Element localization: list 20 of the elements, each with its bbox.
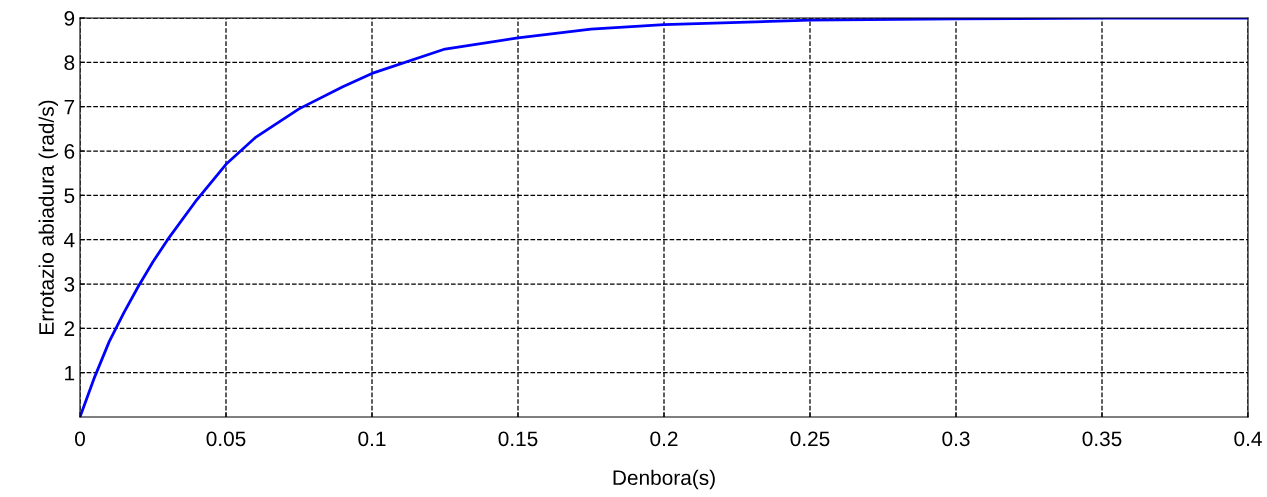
x-tick-label: 0.1 [358,431,386,447]
y-tick-label: 6 [64,144,75,159]
y-tick-label: 1 [65,365,75,381]
x-tick-label: 0.2 [650,431,678,447]
x-tick-label: 0.35 [1082,431,1122,447]
y-tick-label: 7 [64,99,75,115]
x-tick-label: 0.3 [942,431,970,447]
y-tick-label: 8 [64,55,75,71]
y-tick-label: 5 [64,188,75,204]
x-tick-label: 0.05 [206,431,246,447]
x-tick-label: 0.4 [1234,431,1262,447]
y-tick-label: 3 [64,277,75,292]
y-tick-label: 9 [64,11,75,26]
y-tick-label: 2 [64,321,75,336]
x-tick-label: 0 [75,431,85,447]
y-axis-title: Errotazio abiadura (rad/s) [38,100,58,334]
x-tick-label: 0.25 [790,431,830,447]
y-tick-label: 4 [64,232,75,248]
x-tick-label: 0.15 [498,431,538,447]
x-axis-title: Denbora(s) [613,469,715,490]
